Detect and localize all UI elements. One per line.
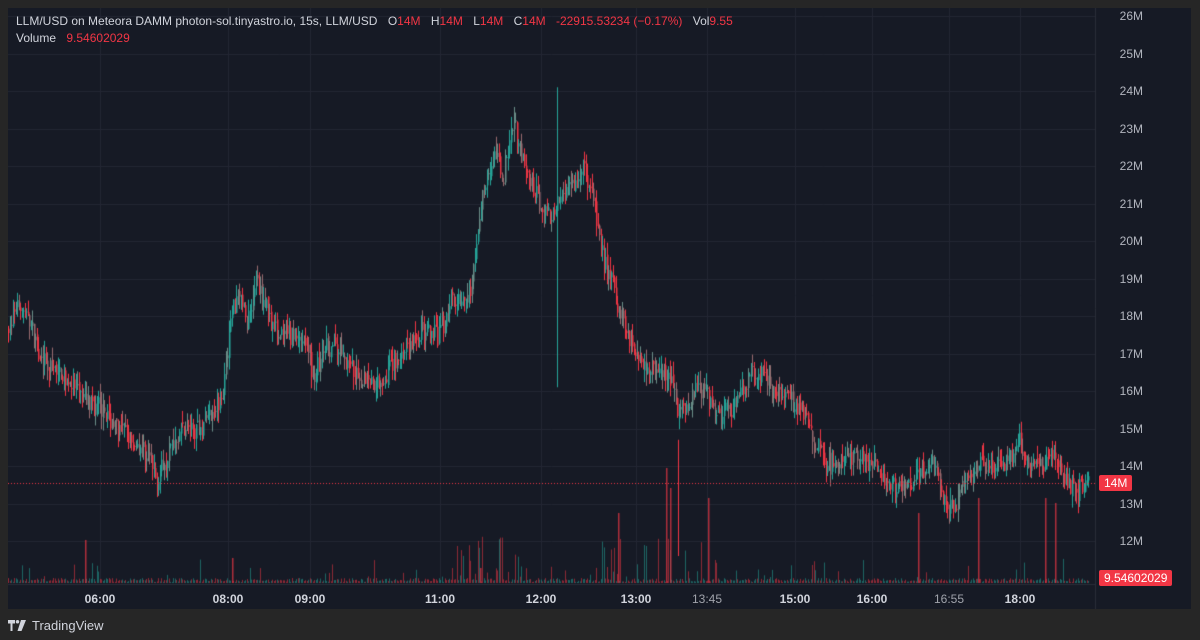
chart-panel[interactable]: LLM/USD on Meteora DAMM photon-sol.tinya… [8, 8, 1191, 609]
time-tick-label: 08:00 [212, 592, 244, 606]
change-value: -22915.53234 (−0.17%) [555, 14, 683, 28]
time-tick-label: 16:55 [933, 592, 965, 606]
tradingview-branding[interactable]: TradingView [8, 618, 104, 633]
price-tick-label: 24M [1119, 84, 1143, 98]
vol-value: 9.55 [709, 14, 733, 28]
close-value: 14M [522, 14, 546, 28]
symbol-row: LLM/USD on Meteora DAMM photon-sol.tinya… [16, 13, 733, 30]
high-label: H [430, 14, 440, 28]
price-tick-label: 21M [1119, 196, 1143, 211]
low-label: L [473, 14, 480, 28]
price-tick-label: 20M [1119, 234, 1143, 248]
time-tick-label: 12:00 [525, 592, 557, 606]
symbol-title[interactable]: LLM/USD on Meteora DAMM photon-sol.tinya… [16, 14, 378, 28]
time-tick-label: 11:00 [424, 592, 456, 606]
price-tick-label: 15M [1119, 421, 1143, 436]
vol-label: Vol [692, 14, 710, 28]
time-tick-label: 18:00 [1004, 592, 1036, 606]
price-tick-label: 12M [1119, 534, 1143, 548]
price-tick-label: 13M [1119, 496, 1143, 511]
price-tick-label: 22M [1119, 159, 1143, 173]
open-value: 14M [397, 14, 421, 28]
volume-title[interactable]: Volume [16, 31, 57, 45]
time-tick-label: 09:00 [294, 592, 326, 606]
price-tick-label: 14M [1119, 459, 1143, 473]
close-label: C [513, 14, 523, 28]
open-label: O [387, 14, 398, 28]
price-tick-label: 26M [1119, 9, 1143, 23]
time-tick-label: 13:00 [620, 592, 652, 606]
time-tick-label: 13:45 [691, 592, 723, 606]
time-tick-label: 06:00 [84, 592, 116, 606]
price-tick-label: 18M [1119, 309, 1143, 323]
high-value: 14M [439, 14, 463, 28]
time-tick-label: 16:00 [856, 592, 888, 606]
time-tick-label: 15:00 [779, 592, 811, 606]
low-value: 14M [479, 14, 504, 28]
price-tick-label: 25M [1119, 46, 1143, 61]
tradingview-logo-icon [8, 620, 26, 631]
volume-value: 9.54602029 [66, 31, 130, 45]
price-volume-canvas[interactable] [8, 8, 1191, 609]
volume-row: Volume 9.54602029 [16, 30, 733, 47]
price-tick-label: 16M [1119, 384, 1143, 398]
price-tick-label: 19M [1119, 271, 1143, 286]
price-tick-label: 17M [1119, 346, 1143, 361]
current-price-badge: 14M [1099, 474, 1133, 491]
chart-legend: LLM/USD on Meteora DAMM photon-sol.tinya… [16, 13, 733, 47]
current-volume-badge: 9.54602029 [1099, 570, 1173, 586]
price-tick-label: 23M [1119, 121, 1143, 136]
brand-label: TradingView [32, 618, 104, 633]
